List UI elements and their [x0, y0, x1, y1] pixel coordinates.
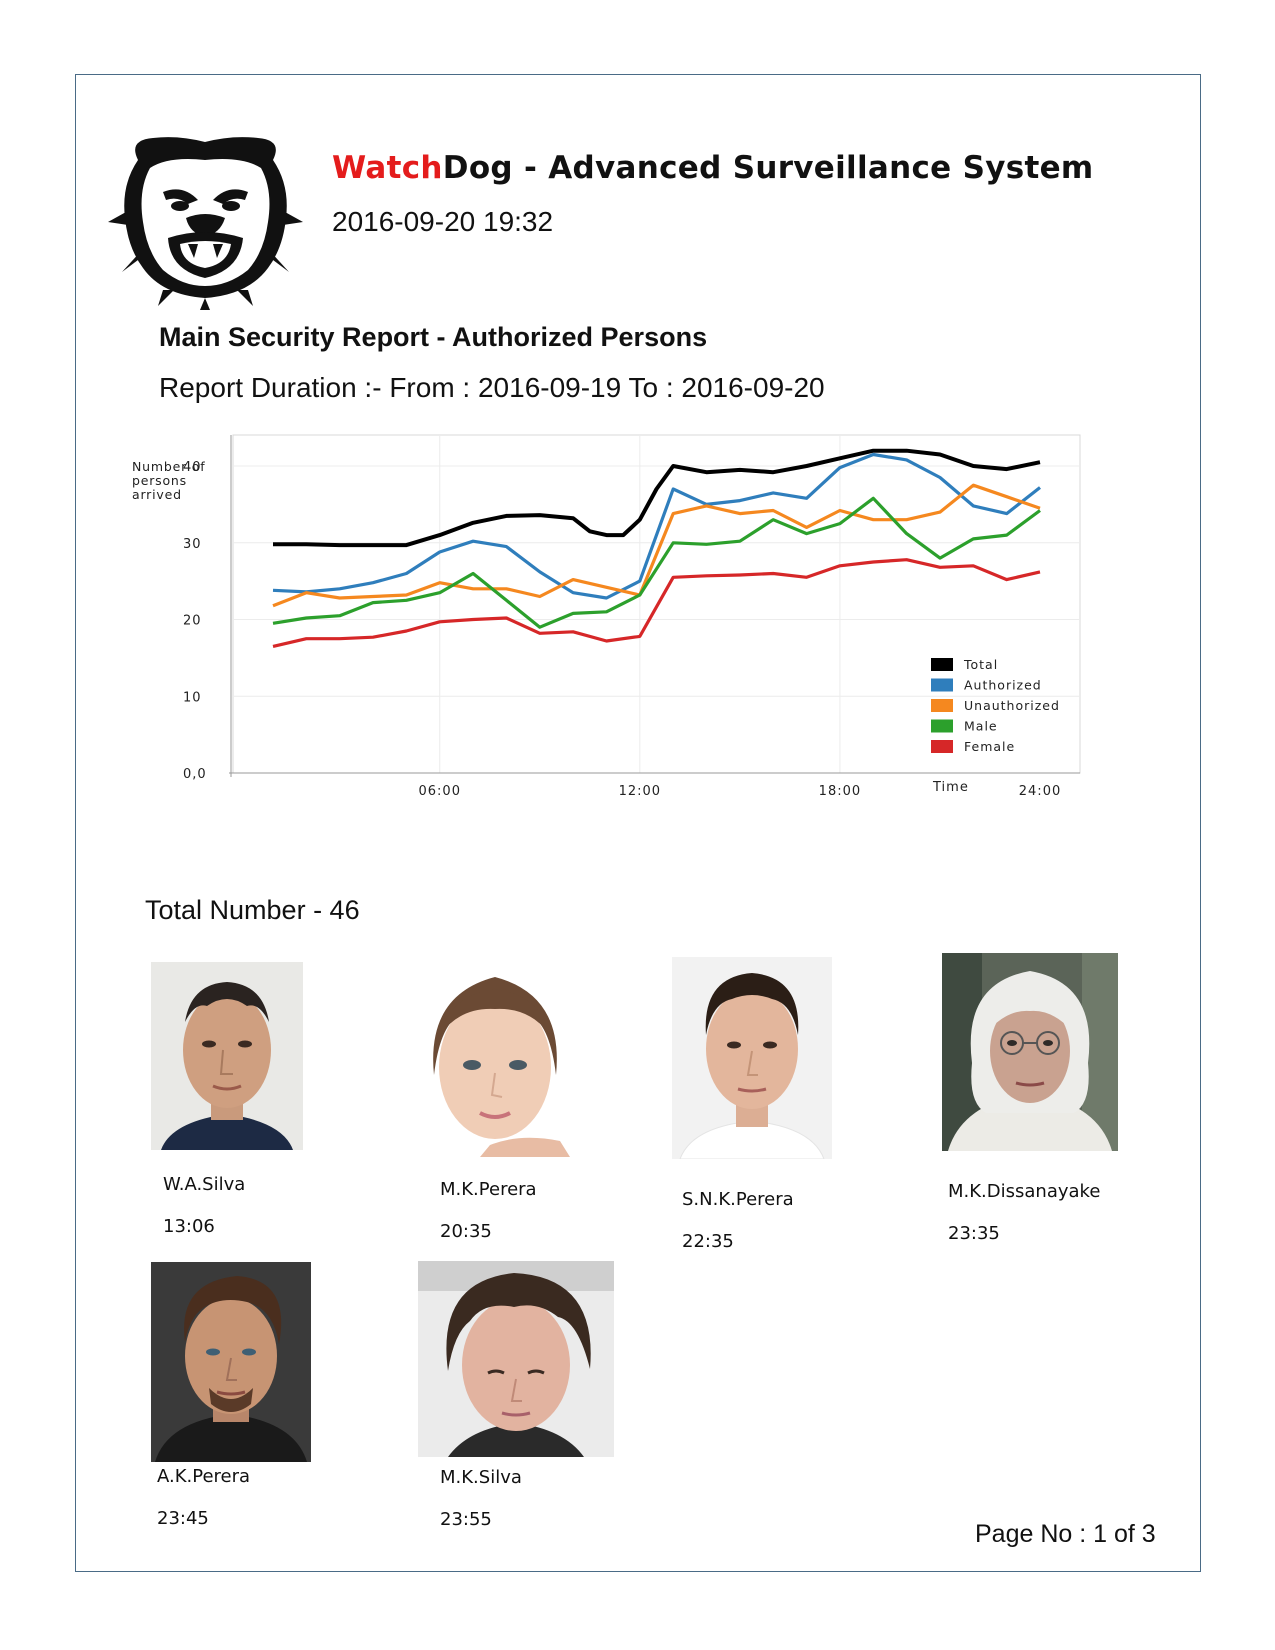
person-time: 22:35 [682, 1231, 734, 1252]
legend-label: Total [963, 657, 998, 672]
person-time: 20:35 [440, 1221, 492, 1242]
legend-label: Male [964, 719, 998, 734]
legend-label: Authorized [964, 678, 1042, 693]
person-time: 23:55 [440, 1509, 492, 1530]
series-line-total [273, 448, 1041, 548]
y-tick-label: 40 [183, 460, 202, 475]
person-card: M.K.Perera 20:35 [420, 965, 570, 1242]
y-tick-label: 0,0 [183, 767, 207, 782]
person-card: S.N.K.Perera 22:35 [672, 957, 832, 1252]
person-name: S.N.K.Perera [682, 1189, 794, 1210]
y-tick-label: 20 [183, 614, 202, 629]
person-photo [151, 962, 303, 1150]
legend-label: Unauthorized [964, 698, 1060, 713]
arrivals-line-chart: 0,0 10 20 30 40 06:00 12:00 18:00 24:00 Number of… [132, 434, 1081, 799]
legend-swatch [931, 699, 953, 712]
person-card: M.K.Silva 23:55 [418, 1261, 614, 1530]
x-tick-label: 24:00 [1019, 784, 1061, 799]
chart-legend: Total Authorized Unauthorized Male Female [931, 657, 1060, 754]
person-card: A.K.Perera 23:45 [151, 1262, 311, 1529]
total-number: Total Number - 46 [145, 895, 360, 925]
brand-title: WatchDog - Advanced Surveillance System [332, 150, 1094, 186]
person-name: M.K.Dissanayake [948, 1181, 1101, 1202]
person-photo [672, 957, 832, 1159]
person-time: 23:35 [948, 1223, 1000, 1244]
legend-swatch [931, 740, 953, 753]
person-photo [942, 953, 1118, 1151]
person-photo [151, 1262, 311, 1462]
person-name: A.K.Perera [157, 1466, 251, 1487]
y-tick-label: 10 [183, 690, 202, 705]
bulldog-logo [108, 137, 303, 310]
person-card: W.A.Silva 13:06 [151, 962, 303, 1237]
page-number-label: Page No : 1 of [975, 1520, 1135, 1548]
person-card: M.K.Dissanayake 23:35 [942, 953, 1118, 1244]
person-name: M.K.Silva [440, 1467, 522, 1488]
report-duration: Report Duration :- From : 2016-09-19 To … [159, 372, 825, 403]
person-name: W.A.Silva [163, 1174, 246, 1195]
series-line-authorized [272, 452, 1041, 600]
person-photo [420, 965, 570, 1157]
page-number-total: 3 [1141, 1520, 1156, 1548]
legend-swatch [931, 678, 953, 692]
person-time: 23:45 [157, 1508, 209, 1529]
series-line-male [272, 496, 1041, 629]
person-name: M.K.Perera [440, 1179, 537, 1200]
report-datetime: 2016-09-20 19:32 [332, 206, 554, 237]
series-line-female [272, 558, 1041, 648]
person-photo [418, 1261, 614, 1457]
report-title: Main Security Report - Authorized Person… [159, 322, 708, 352]
y-axis-label: Number of persons arrived [132, 459, 205, 502]
page-number: Page No : 1 of 3 [975, 1520, 1156, 1549]
brand-title-accent: Watch [332, 150, 443, 186]
legend-swatch [931, 719, 953, 733]
x-tick-label: 18:00 [819, 784, 861, 799]
x-tick-label: 06:00 [419, 784, 461, 799]
legend-swatch [931, 658, 953, 671]
brand-title-rest: Dog - Advanced Surveillance System [442, 150, 1094, 186]
x-tick-label: 12:00 [619, 784, 661, 799]
legend-label: Female [964, 739, 1015, 754]
x-axis-label: Time [932, 780, 969, 795]
series-line-unauthorized [272, 483, 1041, 608]
y-tick-label: 30 [183, 537, 202, 552]
person-time: 13:06 [163, 1216, 215, 1237]
page-frame [75, 74, 1201, 1572]
